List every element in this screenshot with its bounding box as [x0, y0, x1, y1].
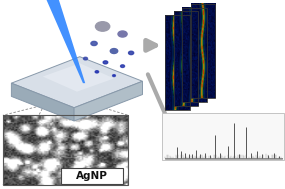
Circle shape: [110, 49, 118, 53]
Circle shape: [95, 22, 110, 31]
Bar: [60, 168, 123, 184]
Circle shape: [84, 57, 87, 60]
Polygon shape: [43, 63, 114, 92]
Bar: [3, 115, 128, 185]
Circle shape: [103, 61, 108, 64]
Polygon shape: [11, 83, 74, 121]
Bar: [174, 11, 198, 106]
Polygon shape: [74, 81, 142, 121]
Circle shape: [118, 31, 127, 37]
Bar: [162, 113, 284, 160]
Bar: [191, 4, 215, 98]
Bar: [165, 15, 190, 110]
Polygon shape: [45, 0, 85, 83]
Bar: [182, 8, 207, 102]
Circle shape: [113, 75, 115, 77]
Circle shape: [121, 65, 125, 67]
Polygon shape: [11, 57, 142, 108]
Circle shape: [91, 41, 97, 46]
Circle shape: [95, 71, 99, 73]
Circle shape: [129, 51, 134, 55]
Text: AgNP: AgNP: [76, 171, 108, 181]
